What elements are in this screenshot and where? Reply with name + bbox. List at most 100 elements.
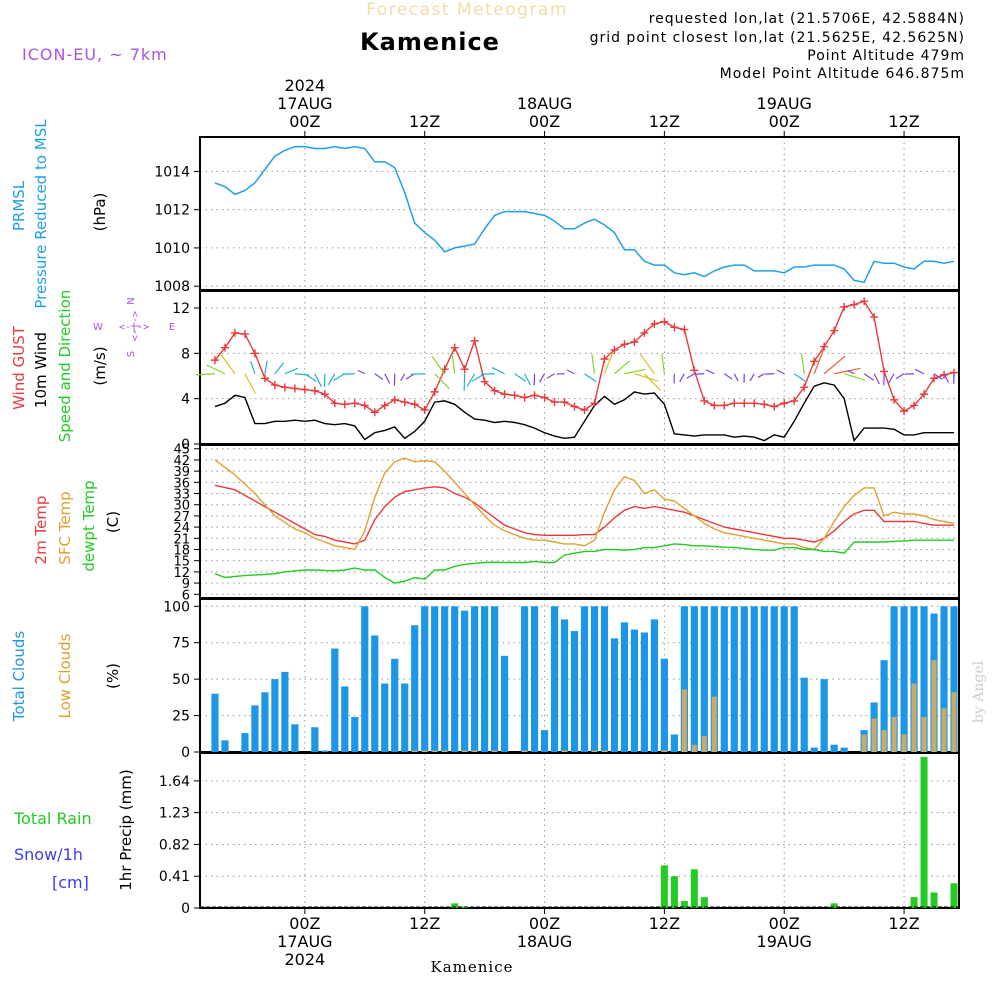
time-label-bottom: 19AUG [757, 932, 812, 951]
wind-arrow [933, 373, 943, 380]
wind-arrow [634, 373, 658, 382]
total-cloud-bar [520, 606, 529, 752]
gust-point [670, 323, 679, 332]
gust-point [700, 396, 709, 405]
y-tick-label: 6 [182, 588, 190, 603]
y-tick-label: 1014 [154, 164, 190, 180]
gust-point [220, 343, 229, 352]
low-cloud-bar [931, 660, 937, 752]
time-label-bottom: 00Z [529, 914, 560, 933]
footer-location: Kamenice [431, 958, 514, 976]
wind-arrow [603, 352, 614, 374]
time-label-bottom: 00Z [289, 914, 320, 933]
wind-arrow [451, 353, 456, 374]
gust-point [730, 399, 739, 408]
gust-point [920, 390, 929, 399]
low-cloud-bar [951, 692, 957, 752]
gust-point [230, 328, 239, 337]
gust-point [570, 402, 579, 411]
total-cloud-bar [880, 660, 888, 752]
total-cloud-bar [810, 747, 818, 752]
total-cloud-bar [720, 606, 728, 752]
gust-point [690, 366, 699, 375]
gust-point [590, 399, 599, 408]
gust-point [470, 336, 479, 345]
gust-point [870, 313, 879, 322]
time-label-top: 2024 [285, 76, 326, 95]
total-cloud-bar [620, 622, 629, 752]
precip-frame [199, 752, 960, 909]
low-cloud-bar [522, 750, 528, 752]
y-tick-label: 39 [173, 465, 190, 480]
dewpt-line [214, 539, 954, 584]
time-label-bottom: 12Z [649, 914, 680, 933]
y-tick-label: 1012 [154, 203, 190, 219]
gust-point [360, 401, 369, 410]
total-cloud-bar [441, 606, 449, 752]
total-cloud-bar [371, 635, 379, 752]
gust-point [510, 391, 519, 400]
total-cloud-bar [451, 606, 459, 752]
wind-arrow [813, 348, 825, 374]
compass-arrows-vertical: <-|-> [130, 311, 141, 341]
total-cloud-bar [500, 655, 509, 752]
wind-arrow [491, 367, 505, 375]
total-cloud-bar [770, 606, 778, 752]
wind-arrow [400, 373, 406, 381]
total-cloud-bar [750, 606, 758, 752]
wind-arrow [244, 373, 256, 394]
sfc-temp-line [214, 457, 955, 551]
wind-arrow [733, 373, 739, 382]
total-cloud-bar [341, 686, 349, 752]
total-cloud-bar [740, 606, 748, 752]
model-altitude: Model Point Altitude 646.875m [720, 66, 965, 82]
t2m-line [214, 484, 954, 545]
total-cloud-bar [550, 606, 559, 752]
wind-arrow [800, 353, 805, 374]
total-cloud-bar [590, 606, 599, 752]
gust-point [350, 399, 359, 408]
wind-arrow [357, 369, 366, 375]
wind-arrow [723, 373, 733, 380]
total-cloud-bar [311, 727, 319, 752]
total-cloud-bar [271, 679, 279, 752]
gust-point [280, 383, 289, 392]
total-cloud-bar [530, 606, 539, 752]
wind-arrow [514, 373, 527, 382]
total-cloud-bar [660, 658, 668, 752]
wind-arrow [314, 373, 322, 387]
gust-point [610, 345, 619, 354]
gust-point [710, 401, 719, 410]
precip-unit: 1hr Precip (mm) [117, 769, 135, 890]
wind-arrow [250, 361, 256, 374]
wind-arrow [843, 373, 866, 381]
temp-unit: (C) [104, 511, 122, 533]
gust-point [520, 393, 529, 402]
rain-bar [700, 897, 708, 908]
total-cloud-bar [940, 606, 948, 752]
wind-arrow [776, 369, 785, 375]
y-tick-label: 1.23 [159, 806, 190, 822]
gust-point [420, 406, 429, 414]
low-cloud-bar [871, 718, 877, 752]
wind-arrow [327, 373, 336, 386]
gust-point [890, 395, 899, 404]
y-tick-label: 45 [173, 443, 190, 458]
wind-frame [199, 290, 960, 445]
wind-arrow [914, 368, 925, 375]
wind-arrow [333, 373, 346, 382]
gust-point [310, 386, 319, 395]
low-cloud-bar [901, 734, 907, 752]
clouds-panel: 0 25 50 75 100 [163, 598, 960, 761]
time-label-top: 12Z [409, 112, 440, 131]
gust-point [850, 300, 859, 309]
gust-point [480, 377, 489, 386]
gust-point [790, 396, 799, 405]
pressure-line [214, 145, 955, 284]
total-cloud-bar [381, 683, 389, 752]
y-tick-label: 9 [182, 577, 190, 592]
gust-point [860, 297, 869, 306]
total-cloud-bar [471, 606, 479, 752]
wind-arrow [284, 367, 299, 375]
total-cloud-bar [650, 619, 659, 752]
